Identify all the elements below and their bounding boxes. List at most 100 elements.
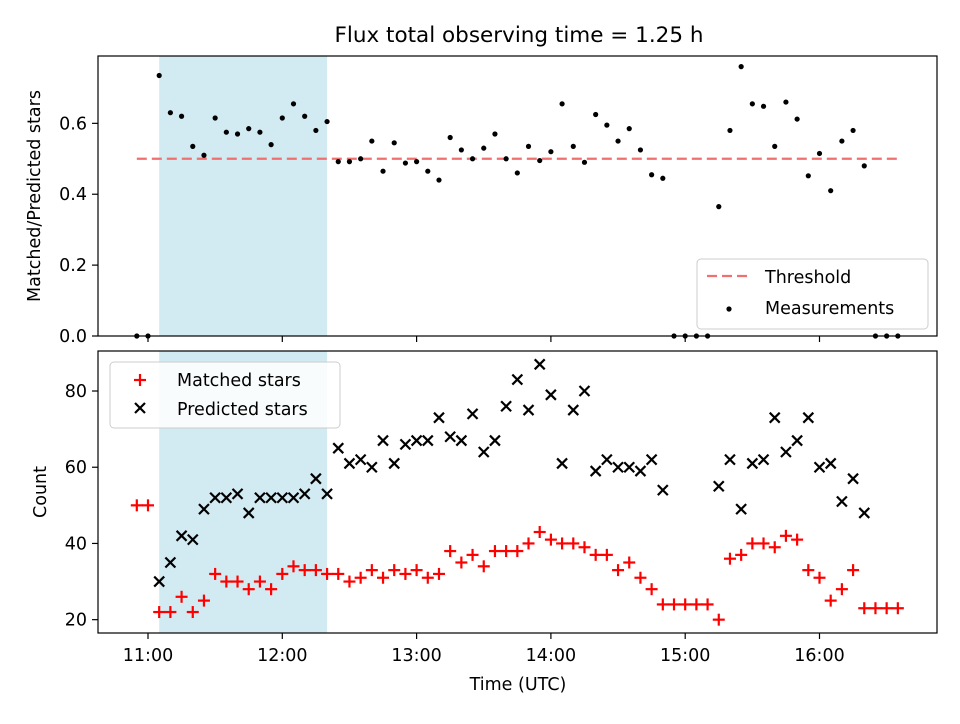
matched-star-point [802,564,815,577]
measurement-point [816,150,823,157]
x-tick-label: 15:00 [660,646,710,666]
measurement-point [615,138,621,144]
predicted-star-point [735,503,747,515]
matched-star-point [869,602,882,615]
predicted-star-point [489,434,501,447]
predicted-star-point [164,556,177,569]
top-y-tick-label: 0.4 [59,185,87,205]
predicted-star-point [399,438,412,451]
predicted-star-point [433,411,445,424]
measurement-point [828,188,834,194]
predicted-star-point [824,457,837,470]
matched-star-point [891,602,904,615]
matched-star-point [824,594,837,607]
predicted-star-point [422,434,434,447]
predicted-star-point [858,507,871,519]
measurement-point [649,172,655,178]
matched-star-point [298,564,311,577]
measurement-point [503,156,509,162]
predicted-star-point [287,491,300,504]
measurement-point [861,163,867,169]
bottom-y-tick-label: 20 [65,611,87,631]
measurement-point [570,143,576,149]
measurement-point [525,143,532,149]
bottom-y-axis-label: Count [31,466,51,518]
matched-star-point [186,606,199,619]
bottom-y-tick-label: 60 [65,458,87,478]
predicted-star-point [746,457,759,470]
predicted-star-point [276,491,289,504]
measurement-point [492,131,498,137]
measurement-point [794,116,800,122]
predicted-star-point [768,411,781,424]
measurement-point [850,127,856,134]
matched-star-point [600,548,613,561]
x-tick-label: 14:00 [526,646,576,666]
matched-star-point [533,526,546,539]
predicted-star-point [220,491,233,504]
matched-star-point [679,598,692,611]
matched-star-point [880,602,893,615]
predicted-star-point [712,480,725,493]
measurement-point [212,115,218,121]
measurement-point [313,127,319,134]
predicted-star-point [455,434,468,447]
measurement-point [537,157,543,164]
predicted-star-point [578,385,591,397]
matched-stars-points [130,499,904,626]
matched-star-point [645,583,658,596]
predicted-star-point [601,453,613,466]
measurement-point [156,72,162,79]
matched-star-point [421,571,434,584]
matched-star-point [197,594,210,607]
x-axis-label: Time (UTC) [469,675,567,695]
measurement-point [716,204,722,210]
matched-star-point [477,560,490,573]
top-panel: 0.0 0.2 0.4 0.6 Matched/Predicted stars Thr… [25,55,938,347]
predicted-star-point [198,503,210,515]
matched-star-point [511,545,524,558]
measurement-point [369,138,375,144]
matched-star-point [220,575,233,588]
matched-star-point [175,590,188,603]
measurement-point [167,110,173,116]
matched-star-point [410,564,423,577]
top-y-tick-label: 0.0 [59,327,87,347]
top-observing-window [159,56,328,336]
predicted-star-point [354,453,367,466]
measurement-point [559,101,565,107]
measurement-point [805,173,811,179]
predicted-legend-label: Predicted stars [177,400,308,420]
measurement-point [234,131,241,137]
matched-star-point [813,571,826,584]
x-tick-label: 12:00 [257,646,307,666]
matched-star-point [634,571,647,584]
predicted-star-point [444,430,456,443]
matched-star-point [701,598,714,611]
predicted-star-point [802,411,815,424]
matched-star-point [209,567,222,580]
predicted-star-point [511,373,524,386]
predicted-star-point [410,434,423,447]
bottom-plot-frame [97,350,938,634]
measurement-point [738,64,744,70]
matched-star-point [768,541,781,554]
measurement-point [458,147,464,153]
top-y-tick-label: 0.6 [59,114,87,134]
matched-legend-label: Matched stars [177,371,301,391]
matched-star-point [377,571,390,584]
predicted-star-point [634,465,647,477]
measurement-point [637,147,644,153]
matched-star-point [455,556,468,569]
matched-star-point [399,567,412,580]
matched-star-point [656,598,669,611]
matched-star-point [858,602,871,615]
measurement-point [593,111,599,118]
top-legend-box [696,258,929,330]
measurements-legend-swatch [726,306,732,312]
measurement-point [469,156,476,162]
measurement-point [436,177,442,183]
matched-star-point [612,564,625,577]
matched-star-point [847,564,860,577]
